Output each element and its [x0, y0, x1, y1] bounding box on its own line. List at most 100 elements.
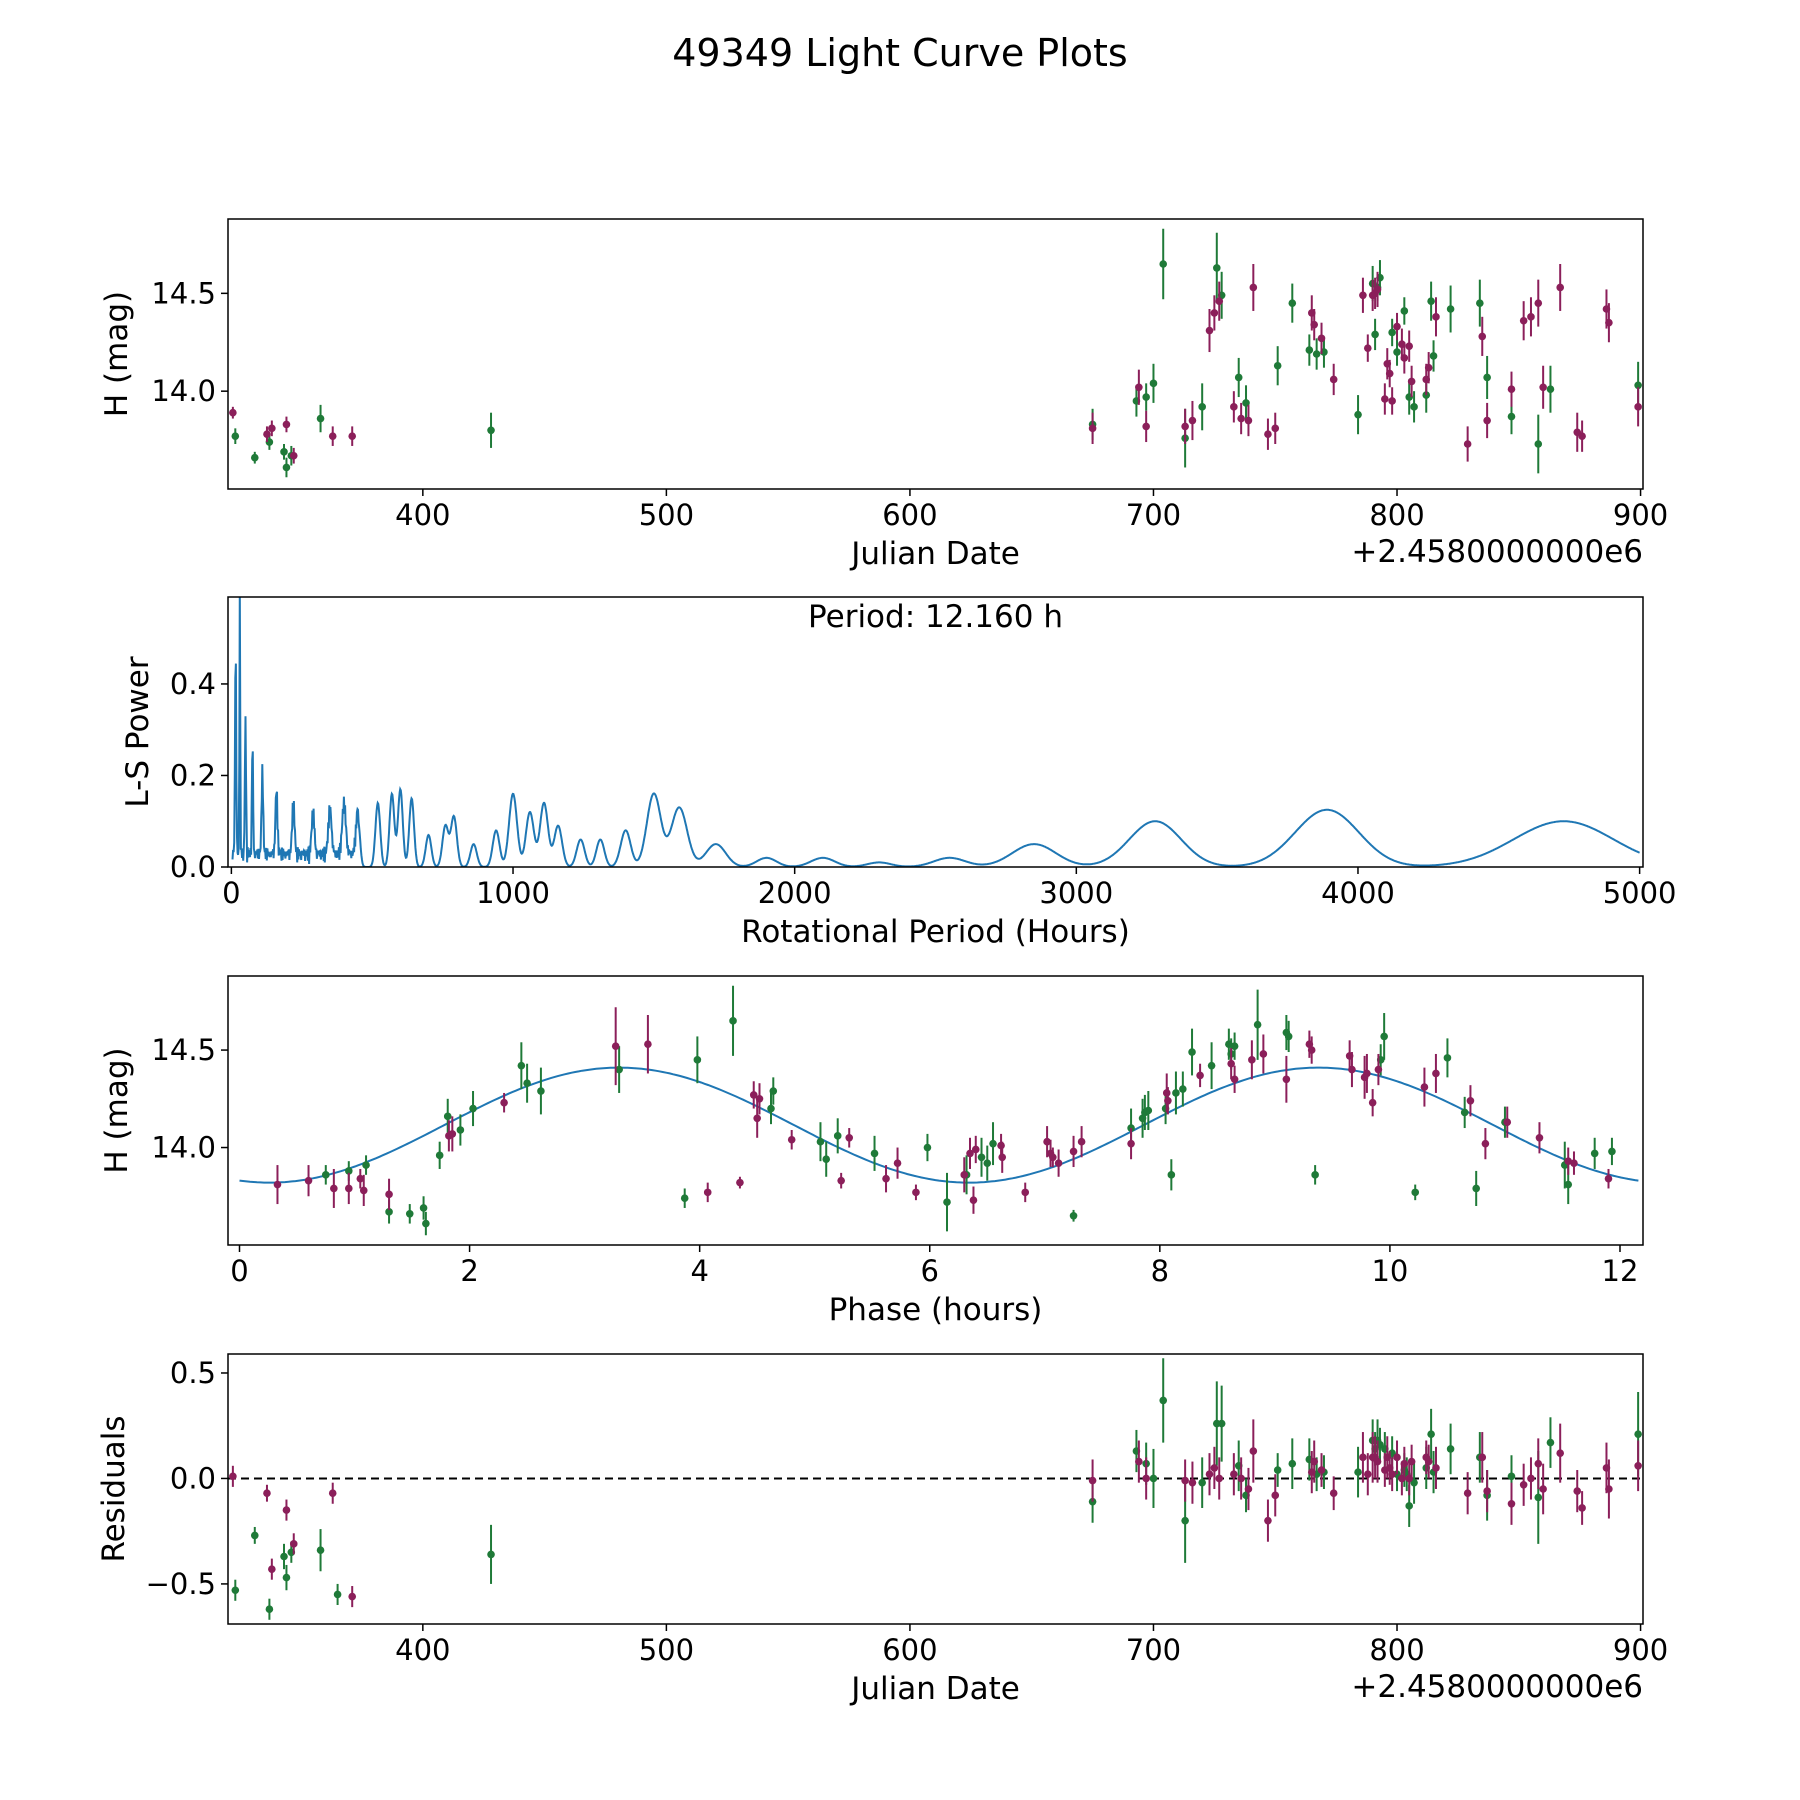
data-point: [289, 1540, 298, 1548]
data-point: [833, 1132, 842, 1140]
x-tick-label: 500: [639, 1633, 694, 1667]
data-point: [1363, 344, 1372, 352]
data-point: [1259, 1050, 1268, 1058]
data-point: [328, 432, 337, 440]
data-point: [348, 1592, 357, 1601]
data-point: [1385, 369, 1394, 378]
data-point: [330, 1184, 338, 1193]
data-point: [304, 1176, 313, 1185]
data-point: [500, 1098, 508, 1107]
series-g: [231, 1358, 1642, 1620]
data-point: [1282, 1075, 1291, 1084]
data-point: [1556, 283, 1564, 292]
plot-area: [239, 985, 1639, 1236]
data-point: [1312, 350, 1321, 358]
data-point: [1237, 414, 1245, 423]
data-point: [1478, 332, 1487, 341]
data-point: [1466, 1096, 1475, 1105]
data-point: [1307, 1046, 1316, 1054]
data-point: [1507, 1499, 1516, 1508]
data-point: [1205, 326, 1214, 335]
plot-area: [228, 1358, 1643, 1620]
x-tick-label: 400: [395, 1633, 450, 1667]
x-tick-label: 800: [1369, 498, 1424, 532]
data-point: [1556, 1449, 1564, 1457]
y-tick-label: 14.5: [151, 1033, 216, 1067]
data-point: [1244, 416, 1253, 425]
data-point: [966, 1149, 974, 1158]
data-point: [1273, 1466, 1282, 1474]
data-point: [767, 1104, 775, 1113]
data-point: [753, 1114, 761, 1123]
data-point: [971, 1145, 980, 1154]
data-point: [893, 1159, 902, 1167]
y-tick-label: −0.5: [146, 1567, 216, 1601]
data-point: [1424, 363, 1433, 372]
data-point: [1248, 1056, 1256, 1064]
data-point: [1534, 299, 1543, 307]
data-point: [1354, 410, 1362, 419]
data-point: [1234, 373, 1243, 382]
data-point: [1242, 399, 1250, 407]
data-point: [1368, 1098, 1377, 1107]
x-tick-label: 1000: [476, 876, 550, 910]
x-tick-label: 4: [690, 1254, 708, 1288]
data-point: [268, 424, 276, 433]
data-point: [1162, 1089, 1171, 1097]
data-point: [1481, 1139, 1490, 1148]
data-point: [250, 1531, 259, 1540]
data-point: [1427, 297, 1435, 305]
data-point: [755, 1095, 764, 1103]
data-point: [1135, 1457, 1143, 1466]
data-point: [1329, 1489, 1338, 1498]
data-point: [344, 1167, 353, 1175]
data-point: [1564, 1180, 1573, 1189]
data-point: [316, 414, 325, 423]
data-point: [1230, 1470, 1238, 1479]
data-point: [989, 1139, 997, 1148]
x-tick-label: 400: [395, 498, 450, 532]
data-point: [1198, 403, 1206, 411]
data-point: [1271, 1491, 1280, 1500]
data-point: [1446, 1445, 1455, 1453]
data-point: [229, 408, 237, 417]
y-axis-label: Residuals: [96, 1415, 132, 1562]
data-point: [1446, 305, 1455, 313]
data-point: [282, 420, 291, 429]
data-point: [1407, 377, 1416, 386]
data-point: [1400, 354, 1409, 362]
data-point: [1546, 1438, 1555, 1447]
data-point: [769, 1087, 778, 1095]
data-point: [1573, 1487, 1582, 1495]
data-point: [837, 1176, 845, 1185]
x-tick-label: 5000: [1603, 876, 1677, 910]
data-point: [273, 1180, 282, 1189]
data-point: [517, 1061, 526, 1070]
data-point: [1354, 1468, 1362, 1476]
periodogram-line: [231, 597, 1640, 867]
x-axis-label: Julian Date: [849, 1671, 1020, 1707]
x-tick-label: 0: [222, 876, 240, 910]
data-point: [1463, 1489, 1472, 1498]
x-tick-label: 800: [1369, 1633, 1424, 1667]
data-point: [1539, 1485, 1547, 1493]
y-axis-label: L-S Power: [120, 656, 156, 807]
data-point: [250, 453, 259, 462]
data-point: [1159, 260, 1168, 268]
data-point: [448, 1130, 457, 1138]
data-point: [419, 1204, 428, 1212]
data-point: [231, 432, 240, 440]
data-point: [1443, 1054, 1452, 1062]
x-tick-label: 2: [460, 1254, 478, 1288]
data-point: [1359, 291, 1367, 300]
data-point: [1578, 1504, 1586, 1512]
data-point: [1429, 352, 1438, 360]
data-point: [997, 1141, 1005, 1150]
data-point: [644, 1040, 652, 1049]
data-point: [1088, 424, 1097, 433]
data-point: [1288, 1459, 1297, 1468]
series-g: [231, 228, 1642, 478]
data-point: [280, 448, 288, 456]
data-point: [265, 1605, 274, 1614]
